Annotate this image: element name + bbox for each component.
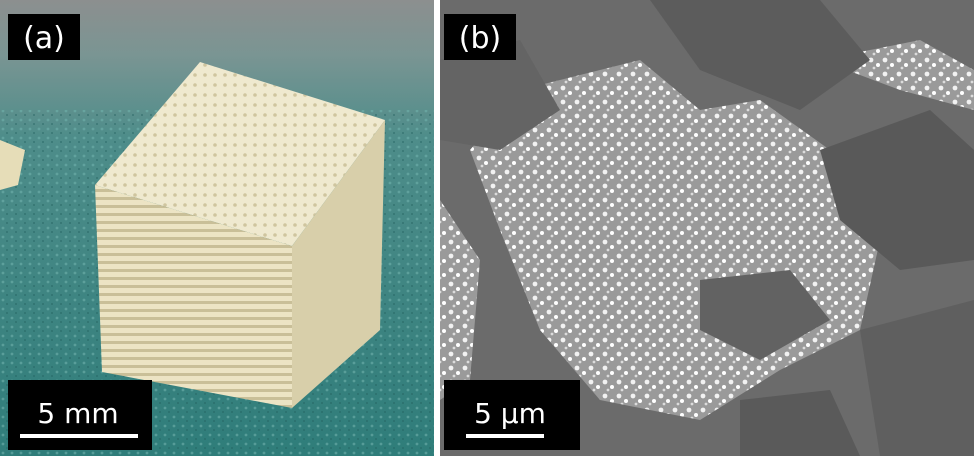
- grain: [860, 300, 974, 456]
- cube-side: [292, 120, 385, 408]
- cube-front: [95, 185, 292, 408]
- scale-bar: [466, 434, 544, 438]
- scale-label: 5 µm: [474, 397, 546, 430]
- scale-box: [444, 380, 580, 450]
- cube-fragment: [0, 140, 25, 190]
- grain: [740, 390, 860, 456]
- panel-label: (b): [459, 21, 501, 56]
- panel-a: (a) 5 mm: [0, 0, 434, 456]
- label-box: [8, 14, 80, 60]
- bright-phase: [440, 200, 480, 400]
- panel-b: (b) 5 µm: [440, 0, 974, 456]
- scale-bar: [20, 434, 138, 438]
- scale-label: 5 mm: [37, 397, 118, 430]
- grain: [820, 110, 974, 270]
- grain: [650, 0, 870, 110]
- grain: [440, 40, 560, 150]
- label-box: [444, 14, 516, 60]
- panel-label: (a): [23, 21, 65, 56]
- scale-box: [8, 380, 152, 450]
- grain: [700, 270, 830, 360]
- cube-top: [95, 62, 385, 246]
